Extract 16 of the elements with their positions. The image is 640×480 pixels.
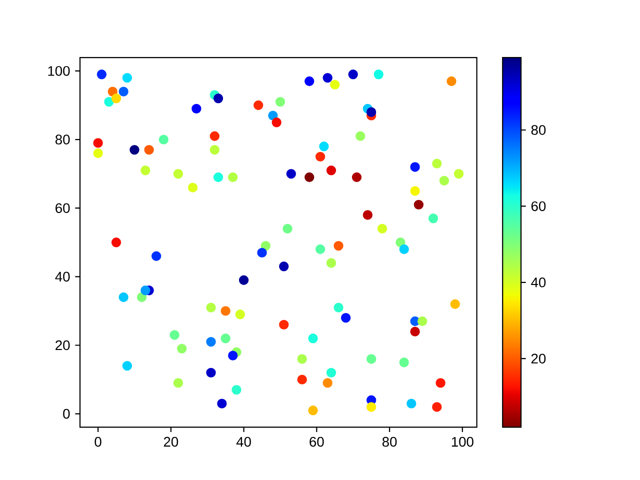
- y-tick-label: 100: [48, 66, 70, 76]
- x-tick-label: 80: [382, 436, 397, 447]
- y-tick-label: 0: [63, 408, 70, 419]
- y-tick-label: 20: [56, 340, 70, 350]
- y-tick-label: 60: [56, 203, 70, 214]
- color-bar-label: 20: [531, 354, 546, 364]
- x-tick-label: 40: [236, 436, 251, 447]
- color-bar-label: 40: [531, 278, 546, 288]
- color-bar-label: 60: [531, 201, 546, 212]
- y-tick-label: 80: [55, 134, 70, 144]
- x-tick-label: 60: [310, 436, 324, 447]
- x-tick-label: 20: [164, 436, 178, 447]
- x-tick-label: 100: [452, 436, 474, 447]
- y-tick-label: 40: [55, 272, 70, 282]
- color-bar-label: 80: [531, 125, 546, 135]
- x-tick-label: 0: [94, 436, 102, 447]
